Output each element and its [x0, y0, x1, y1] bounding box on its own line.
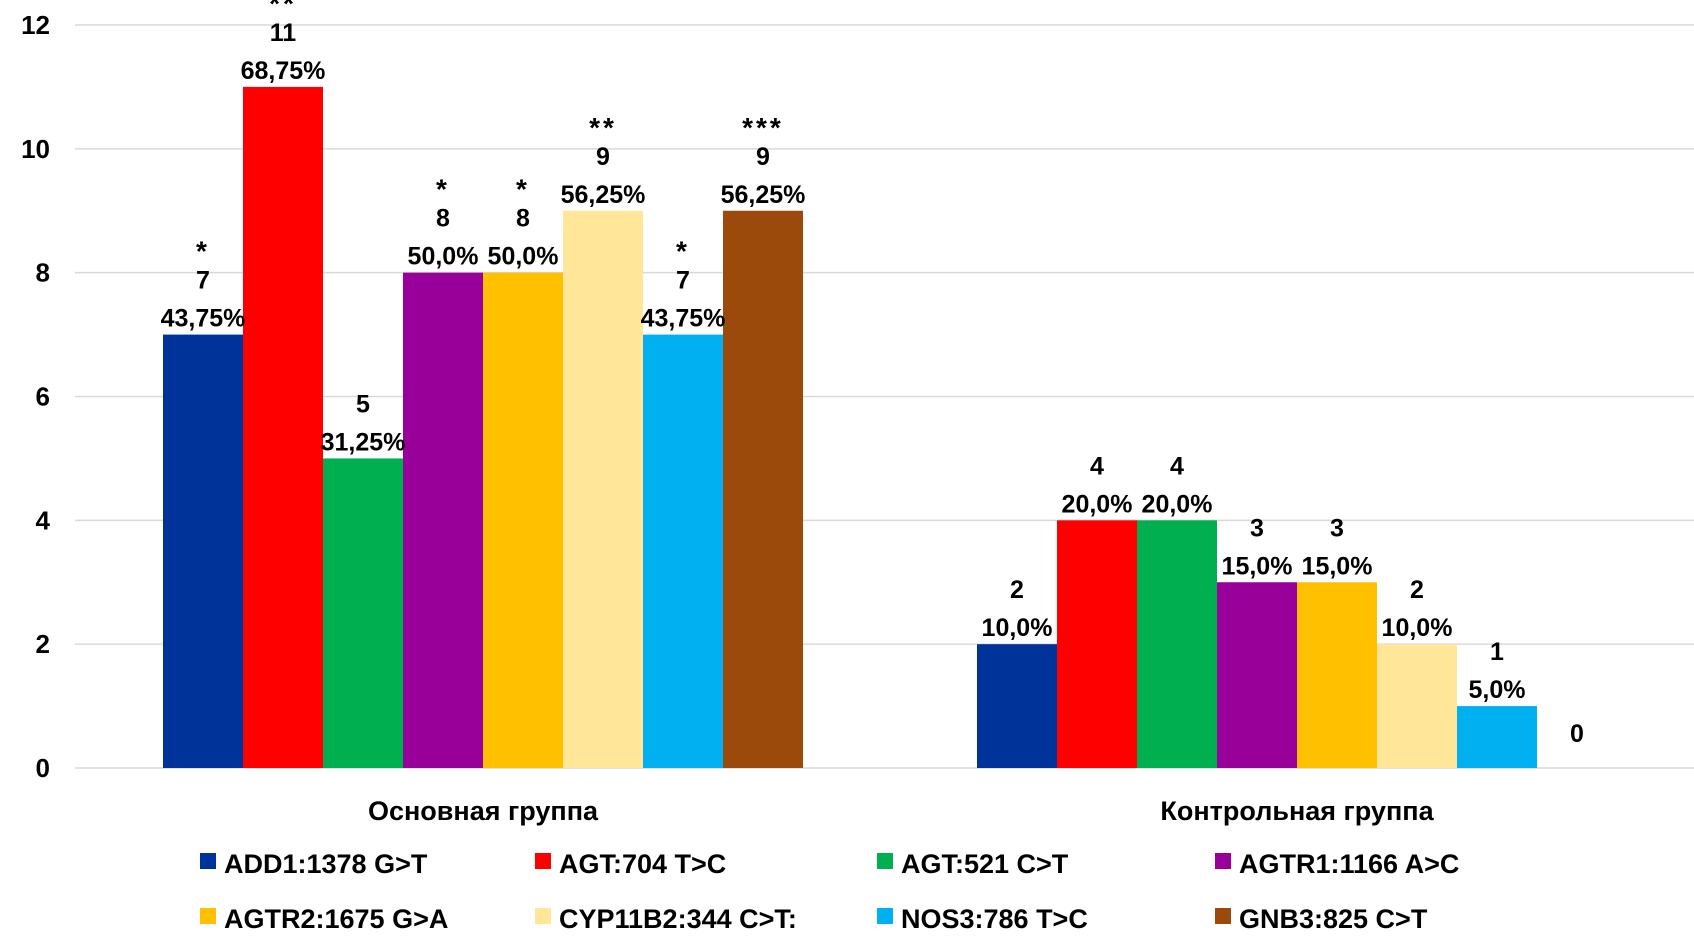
data-label: 15,0%: [1222, 552, 1293, 580]
y-tick-label: 8: [36, 258, 50, 288]
bar: [243, 86, 323, 768]
data-label: 50,0%: [488, 243, 559, 271]
data-label: 56,25%: [561, 181, 646, 209]
significance-marker: *: [436, 174, 450, 205]
legend-swatch: [535, 853, 551, 869]
legend-item: CYP11B2:344 C>T:: [535, 904, 797, 934]
significance-marker: **: [589, 112, 617, 143]
data-label: 4: [1170, 452, 1184, 480]
bar: [1137, 520, 1217, 768]
legend-swatch: [1215, 908, 1231, 924]
data-label: 2: [1010, 576, 1024, 604]
data-label: 3: [1250, 514, 1264, 542]
data-label: 1: [1490, 638, 1504, 666]
category-labels: Основная группа Контрольная группа: [368, 796, 1435, 826]
bar: [1297, 582, 1377, 768]
y-tick-label: 12: [21, 10, 50, 40]
category-label: Основная группа: [368, 796, 599, 826]
y-tick-label: 10: [21, 134, 50, 164]
data-labels: 43,75%7*10,0%268,75%11**20,0%431,25%520,…: [161, 0, 1584, 748]
legend-label: CYP11B2:344 C>T:: [559, 904, 797, 934]
data-label: 11: [270, 19, 297, 47]
bar: [1217, 582, 1297, 768]
bar: [1057, 520, 1137, 768]
significance-marker: **: [269, 0, 297, 19]
legend-swatch: [200, 908, 216, 924]
bar: [723, 210, 803, 768]
y-tick-label: 0: [36, 753, 50, 783]
bar: [643, 334, 723, 768]
bar: [977, 644, 1057, 768]
legend: ADD1:1378 G>T AGT:704 T>C AGT:521 C>T AGTR1…: [200, 849, 1459, 934]
legend-item: AGT:704 T>C: [535, 849, 726, 879]
data-label: 15,0%: [1302, 552, 1373, 580]
y-tick-label: 4: [36, 505, 51, 535]
y-tick-label: 2: [36, 629, 50, 659]
legend-item: AGTR2:1675 G>A: [200, 904, 448, 934]
data-label: 20,0%: [1142, 490, 1213, 518]
data-label: 10,0%: [1382, 614, 1453, 642]
data-label: 8: [436, 205, 450, 233]
data-label: 43,75%: [641, 305, 726, 333]
legend-label: AGT:521 C>T: [901, 849, 1069, 879]
data-label: 7: [676, 267, 690, 295]
bars: [163, 86, 1537, 768]
data-label: 50,0%: [408, 243, 479, 271]
bar: [483, 272, 563, 768]
legend-item: NOS3:786 T>C: [877, 904, 1088, 934]
legend-swatch: [1215, 853, 1231, 869]
data-label: 68,75%: [241, 57, 326, 85]
data-label: 9: [596, 143, 610, 171]
bar: [1377, 644, 1457, 768]
significance-marker: *: [516, 174, 530, 205]
legend-label: GNB3:825 C>T: [1239, 904, 1428, 934]
bar: [563, 210, 643, 768]
legend-item: GNB3:825 C>T: [1215, 904, 1428, 934]
legend-swatch: [200, 853, 216, 869]
legend-label: AGTR2:1675 G>A: [224, 904, 448, 934]
y-tick-label: 6: [36, 382, 50, 412]
legend-label: NOS3:786 T>C: [901, 904, 1088, 934]
y-axis-ticks: 0 2 4 6 8 10 12: [21, 10, 50, 783]
legend-item: AGT:521 C>T: [877, 849, 1069, 879]
significance-marker: *: [196, 236, 210, 267]
legend-item: ADD1:1378 G>T: [200, 849, 428, 879]
bar: [1457, 706, 1537, 768]
data-label: 2: [1410, 576, 1424, 604]
data-label: 3: [1330, 514, 1344, 542]
data-label: 10,0%: [982, 614, 1053, 642]
data-label: 31,25%: [321, 428, 406, 456]
legend-label: AGTR1:1166 A>C: [1239, 849, 1459, 879]
legend-swatch: [535, 908, 551, 924]
significance-marker: ***: [742, 112, 784, 143]
data-label: 56,25%: [721, 181, 806, 209]
legend-label: AGT:704 T>C: [559, 849, 726, 879]
data-label: 4: [1090, 452, 1104, 480]
significance-marker: *: [676, 236, 690, 267]
legend-swatch: [877, 853, 893, 869]
data-label: 0: [1570, 720, 1584, 748]
data-label: 8: [516, 205, 530, 233]
data-label: 9: [756, 143, 770, 171]
bar: [403, 272, 483, 768]
data-label: 20,0%: [1062, 490, 1133, 518]
data-label: 43,75%: [161, 305, 246, 333]
bar: [323, 458, 403, 768]
data-label: 5,0%: [1469, 676, 1526, 704]
legend-swatch: [877, 908, 893, 924]
data-label: 7: [196, 267, 210, 295]
bar: [163, 334, 243, 768]
legend-label: ADD1:1378 G>T: [224, 849, 428, 879]
legend-item: AGTR1:1166 A>C: [1215, 849, 1459, 879]
category-label: Контрольная группа: [1160, 796, 1434, 826]
data-label: 5: [356, 390, 370, 418]
